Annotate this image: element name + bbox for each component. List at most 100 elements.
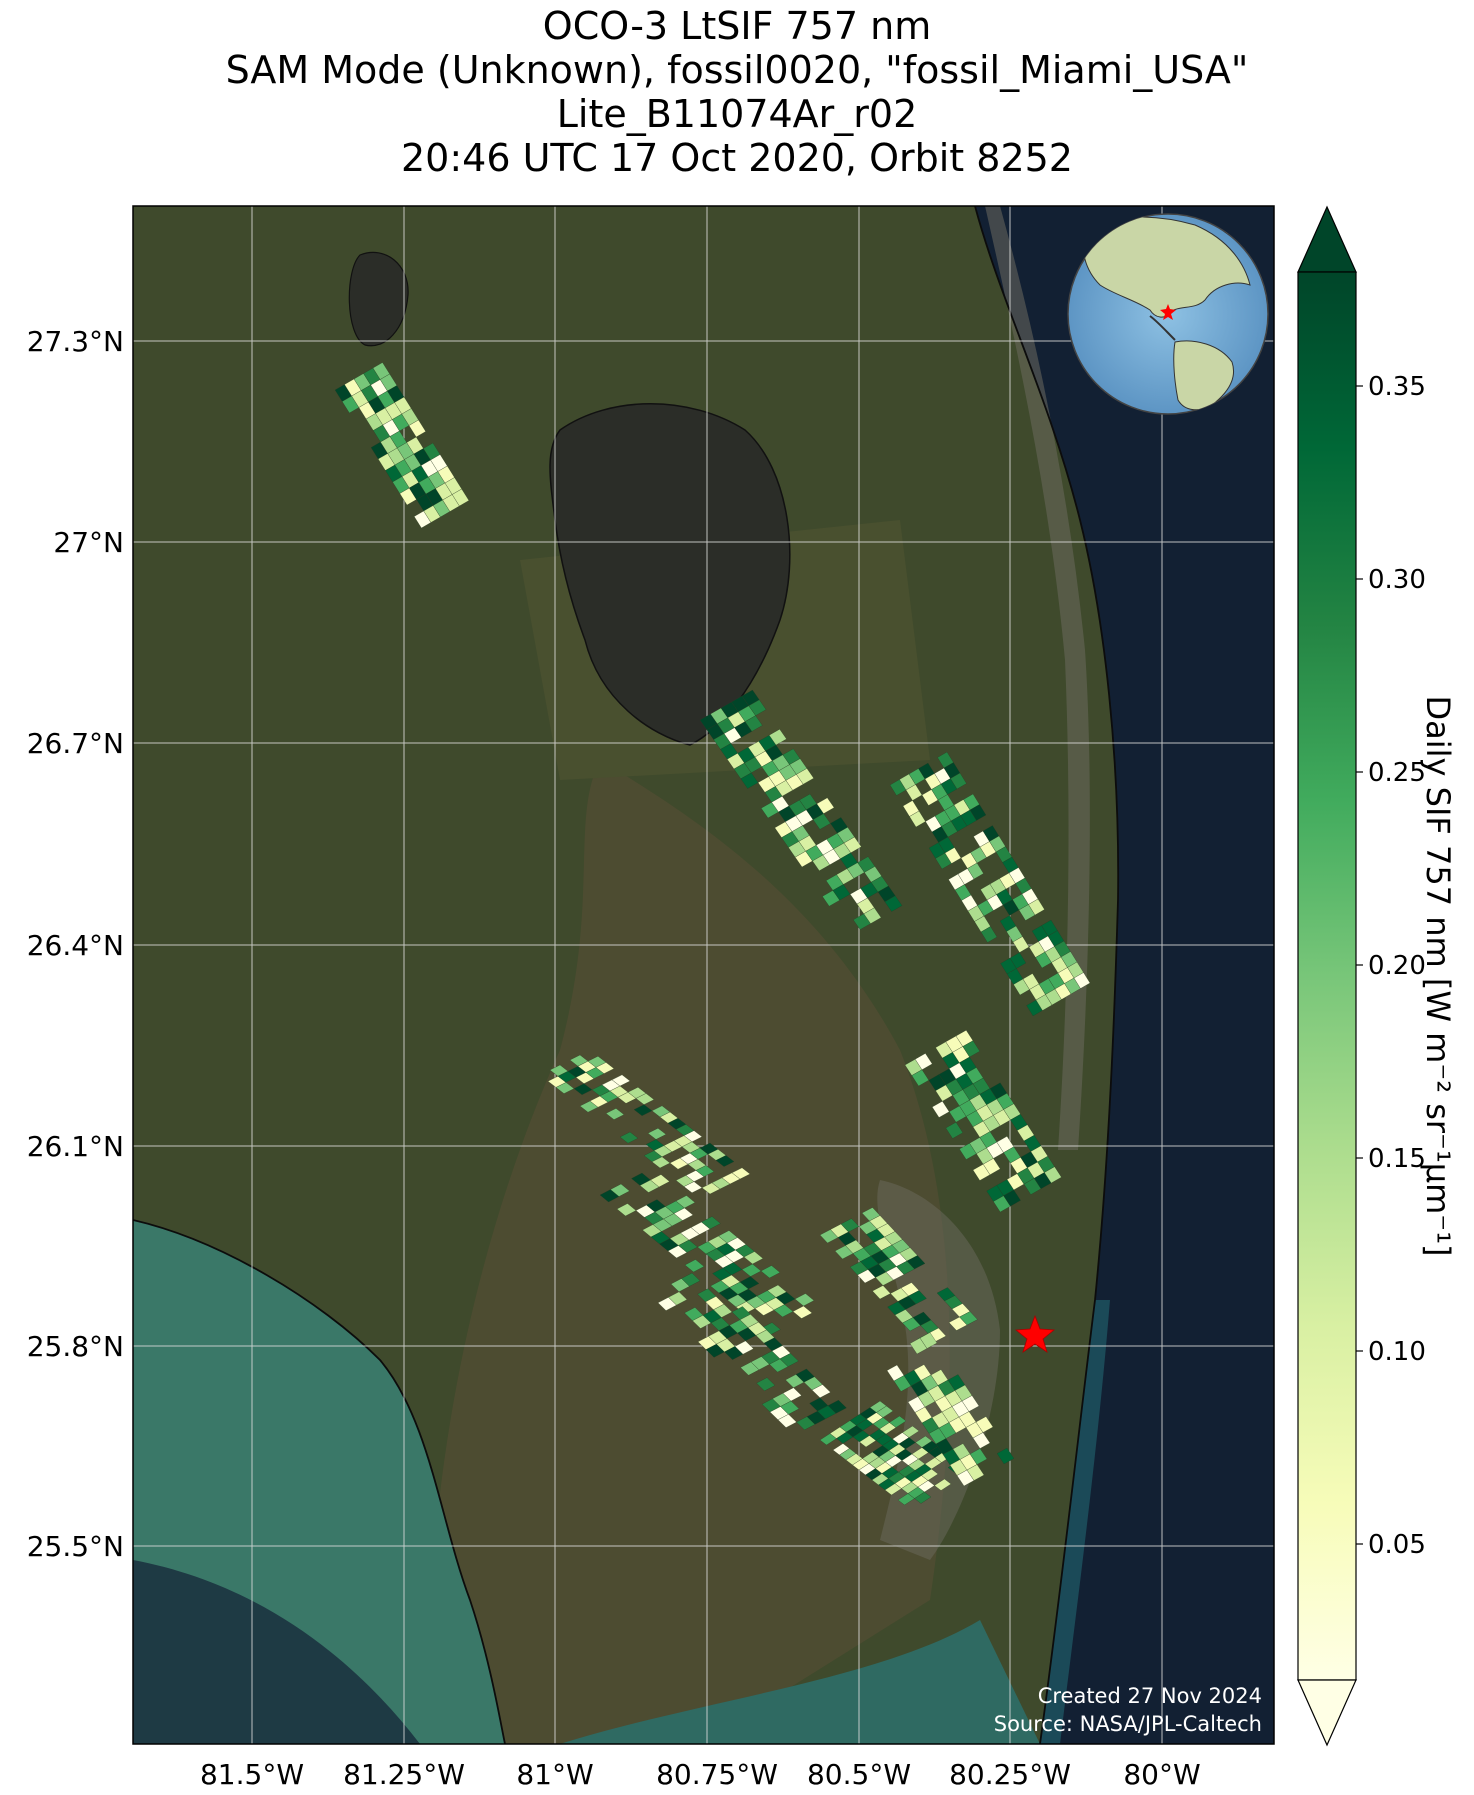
- lat-label-25-5: 25.5°N: [27, 1530, 124, 1563]
- colorbar-tick-0-30: 0.30: [1368, 565, 1426, 595]
- lon-label-81-25: 81.25°W: [343, 1758, 465, 1791]
- colorbar-min-extend: [1297, 1679, 1357, 1747]
- sif-footprint: [914, 1491, 932, 1504]
- sif-footprint: [972, 1432, 991, 1449]
- title-line-1: OCO-3 LtSIF 757 nm: [542, 4, 932, 48]
- longitude-labels: 81.5°W 81.25°W 81°W 80.75°W 80.5°W 80.25…: [200, 1758, 1201, 1791]
- atlantic-coastline: [974, 206, 1120, 1744]
- sif-footprint: [906, 1255, 926, 1270]
- credit-created: Created 27 Nov 2024: [1038, 1684, 1262, 1708]
- sif-footprint: [950, 772, 967, 790]
- sif-footprint: [1028, 898, 1045, 916]
- colorbar-gradient: [1297, 271, 1357, 1681]
- sif-footprint: [748, 699, 767, 716]
- sif-footprint: [969, 1448, 988, 1465]
- sif-footprint: [945, 1121, 964, 1139]
- lon-label-80-75: 80.75°W: [656, 1758, 778, 1791]
- credit-source: Source: NASA/JPL-Caltech: [994, 1712, 1262, 1736]
- sif-footprint: [969, 804, 987, 821]
- colorbar-tick-0-20: 0.20: [1368, 951, 1426, 981]
- globe-locator-inset: [1067, 213, 1269, 415]
- sif-footprint: [782, 1387, 802, 1402]
- sif-footprint: [650, 1174, 670, 1188]
- lat-label-26-1: 26.1°N: [27, 1130, 124, 1163]
- colorbar: 0.05 0.10 0.15 0.20 0.25 0.30 0.35 Daily…: [1297, 205, 1457, 1747]
- lon-label-80-25: 80.25°W: [949, 1758, 1071, 1791]
- sif-footprint: [884, 895, 903, 912]
- sif-footprint: [673, 1207, 694, 1221]
- sif-footprint: [768, 729, 787, 746]
- sif-footprint: [796, 768, 814, 785]
- sif-footprint: [605, 1108, 625, 1120]
- sif-footprint: [635, 1093, 655, 1105]
- sif-footprint: [919, 1332, 938, 1349]
- sif-footprint: [889, 1415, 907, 1428]
- lat-label-25-8: 25.8°N: [27, 1330, 124, 1363]
- target-star-marker: [1014, 1314, 1056, 1353]
- sif-footprint: [975, 1416, 994, 1433]
- sif-footprint: [962, 1040, 981, 1058]
- chart-title: OCO-3 LtSIF 757 nm SAM Mode (Unknown), f…: [0, 4, 1474, 180]
- sif-footprint: [811, 1384, 831, 1398]
- sif-footprint: [792, 1305, 813, 1319]
- sif-footprint: [914, 1053, 933, 1070]
- sif-footprint: [734, 1340, 754, 1355]
- sif-footprint: [961, 1395, 980, 1412]
- sif-footprint: [739, 1276, 760, 1290]
- sif-footprint: [959, 1311, 978, 1326]
- sif-footprint: [980, 926, 998, 943]
- globe-star-marker: [1160, 304, 1176, 320]
- colorbar-tick-0-15: 0.15: [1368, 1144, 1426, 1174]
- sif-footprint: [1003, 1189, 1021, 1207]
- colorbar-max-extend: [1297, 205, 1357, 273]
- lon-label-81-0: 81°W: [516, 1758, 593, 1791]
- lon-label-80-5: 80.5°W: [807, 1758, 911, 1791]
- sif-footprint: [756, 1377, 776, 1392]
- sif-footprint: [731, 1167, 751, 1180]
- sif-footprint: [760, 1265, 781, 1279]
- sif-footprint: [780, 1400, 800, 1415]
- sif-footprint: [595, 1062, 615, 1074]
- atlantic-ocean: [975, 206, 1274, 1744]
- lon-label-81-5: 81.5°W: [200, 1758, 304, 1791]
- colorbar-tick-0-10: 0.10: [1368, 1337, 1426, 1367]
- florida-bay: [560, 1620, 1040, 1744]
- sif-footprint: [779, 1353, 799, 1367]
- title-line-3: Lite_B11074Ar_r02: [556, 92, 918, 136]
- sif-footprint: [744, 715, 763, 732]
- everglades-area: [428, 760, 950, 1744]
- colorbar-tick-0-25: 0.25: [1368, 758, 1426, 788]
- title-line-4: 20:46 UTC 17 Oct 2020, Orbit 8252: [401, 136, 1073, 180]
- sif-footprint: [794, 1293, 815, 1307]
- sif-footprint: [451, 488, 470, 507]
- sif-footprint: [966, 1464, 985, 1481]
- sif-footprint: [982, 1158, 1001, 1175]
- sif-footprint: [701, 1216, 721, 1230]
- lon-label-80-0: 80°W: [1123, 1758, 1200, 1791]
- lat-label-26-7: 26.7°N: [27, 727, 124, 760]
- sif-footprint: [843, 836, 862, 853]
- sif-footprint: [408, 419, 426, 438]
- sif-footprint: [675, 1195, 696, 1209]
- lake-istokpoga: [348, 251, 409, 347]
- sif-footprint: [816, 797, 835, 814]
- sif-footprint: [743, 1251, 764, 1265]
- sif-footprint: [876, 1405, 894, 1418]
- sif-footprint: [695, 1165, 715, 1177]
- lat-label-27-0: 27°N: [53, 526, 124, 559]
- sif-footprint: [863, 907, 882, 924]
- sif-footprint: [715, 1155, 735, 1167]
- sif-footprint: [683, 1130, 703, 1142]
- north-america-shape: [1082, 216, 1251, 318]
- title-line-2: SAM Mode (Unknown), fossil0020, "fossil_…: [225, 48, 1249, 92]
- lat-label-26-4: 26.4°N: [27, 929, 124, 962]
- sif-footprint: [902, 1425, 920, 1438]
- sif-footprint: [684, 1259, 705, 1273]
- sif-footprint: [619, 1131, 639, 1144]
- sif-footprint: [1009, 952, 1027, 969]
- colorbar-tick-0-35: 0.35: [1368, 372, 1426, 402]
- sif-footprint: [996, 1447, 1015, 1465]
- sif-footprint: [681, 1272, 701, 1287]
- sif-footprint: [647, 1128, 667, 1140]
